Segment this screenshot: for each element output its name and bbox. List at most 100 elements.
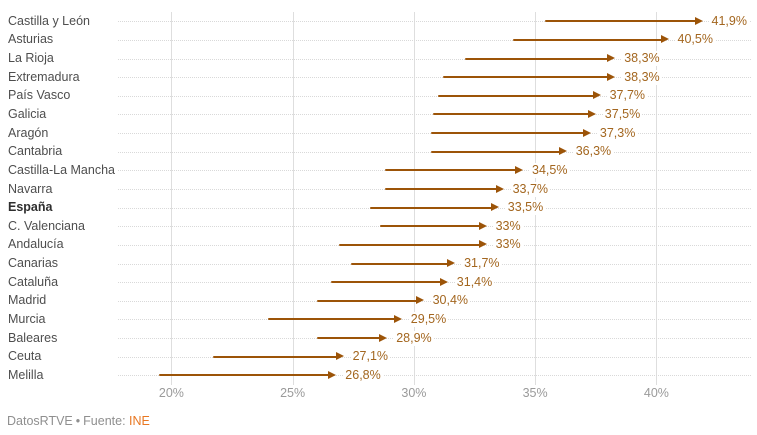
value-label: 31,4% [454,274,495,290]
arrow-line [384,188,498,190]
value-label: 33% [493,237,523,253]
value-label: 38,3% [622,51,662,67]
row-gridline [118,375,751,377]
x-tick-label: 25% [280,386,306,400]
value-label: 38,3% [622,69,662,85]
arrow-head-icon [439,277,448,286]
value-label: 26,8% [343,367,383,383]
value-label: 37,5% [602,106,643,122]
row-gridline [118,21,751,23]
value-label: 37,3% [597,125,638,141]
value-label: 31,7% [462,256,502,271]
arrow-line [212,355,338,358]
category-label: Cataluña [8,274,59,289]
arrow-line [464,57,610,60]
value-label: 27,1% [350,349,391,365]
gridline-25% [292,12,294,385]
arrow-head-icon [607,54,616,63]
arrow-line [513,38,663,41]
arrow-line [268,318,396,321]
arrow-head-icon [582,128,591,137]
category-label: País Vasco [8,88,71,103]
category-label: Extremadura [8,69,80,84]
category-label: La Rioja [8,51,54,66]
arrow-line [370,206,493,209]
value-label: 28,9% [394,330,434,346]
category-label: Navarra [8,181,53,196]
footer-separator: • [75,414,81,428]
arrow-line [433,113,590,116]
arrow-line [316,299,418,302]
arrow-line [316,337,382,339]
arrow-head-icon [393,314,402,323]
arrow-line [331,281,442,284]
category-label: Madrid [8,293,47,308]
gridline-30% [413,12,415,385]
gridline-35% [535,12,537,385]
category-label: Castilla y León [8,13,90,28]
category-label: Aragón [8,125,49,140]
category-label: Castilla-La Mancha [8,162,115,177]
arrow-line [379,225,481,228]
arrow-head-icon [335,352,344,361]
value-label: 36,3% [573,144,614,160]
value-label: 33,5% [505,200,546,216]
category-label: Murcia [8,311,46,326]
arrow-line [443,76,610,79]
x-tick-label: 30% [401,386,427,400]
category-label: Ceuta [8,349,42,364]
value-label: 30,4% [430,293,471,309]
category-label: C. Valenciana [8,218,85,233]
arrow-head-icon [379,333,388,342]
chart-footer: DatosRTVE • Fuente: INE [7,414,150,428]
value-label: 40,5% [675,32,715,48]
arrow-line [544,20,697,23]
category-label: Melilla [8,367,44,382]
row-gridline [118,95,751,97]
category-label: Baleares [8,330,58,345]
category-label: Asturias [8,32,54,47]
source-label: Fuente: [83,414,126,428]
value-label: 33% [493,218,523,234]
row-gridline [118,58,751,60]
arrow-head-icon [478,240,487,249]
brand-label: DatosRTVE [7,414,73,428]
arrow-head-icon [490,203,499,212]
arrow-head-icon [495,184,504,193]
category-label: Andalucía [8,237,64,252]
value-label: 33,7% [510,181,551,197]
arrow-head-icon [694,16,703,25]
arrow-head-icon [607,72,616,81]
arrow-line [159,374,331,377]
gridline-20% [171,12,173,385]
category-label: Galicia [8,106,47,121]
row-gridline [118,39,751,41]
category-label: Cantabria [8,144,63,159]
source-link[interactable]: INE [129,414,150,428]
x-tick-label: 20% [158,386,184,400]
arrow-line [430,150,561,153]
arrow-head-icon [587,109,596,118]
value-label: 34,5% [530,162,570,178]
category-label: España [8,200,53,215]
arrow-head-icon [558,147,567,156]
value-label: 29,5% [408,311,449,327]
arrow-head-icon [660,35,669,44]
arrow-line [438,94,595,97]
gridline-40% [656,12,658,385]
arrow-head-icon [515,165,523,174]
value-label: 37,7% [607,88,648,104]
arrow-head-icon [328,370,337,379]
row-gridline [118,356,751,358]
arrow-line [384,169,517,172]
arrow-head-icon [478,221,487,230]
arrow-head-icon [415,296,424,305]
x-tick-label: 40% [643,386,669,400]
arrow-head-icon [447,259,456,267]
row-gridline [118,77,751,79]
x-tick-label: 35% [522,386,548,400]
row-gridline [118,338,751,339]
arrow-line [338,243,481,246]
arrow-line [350,262,450,265]
